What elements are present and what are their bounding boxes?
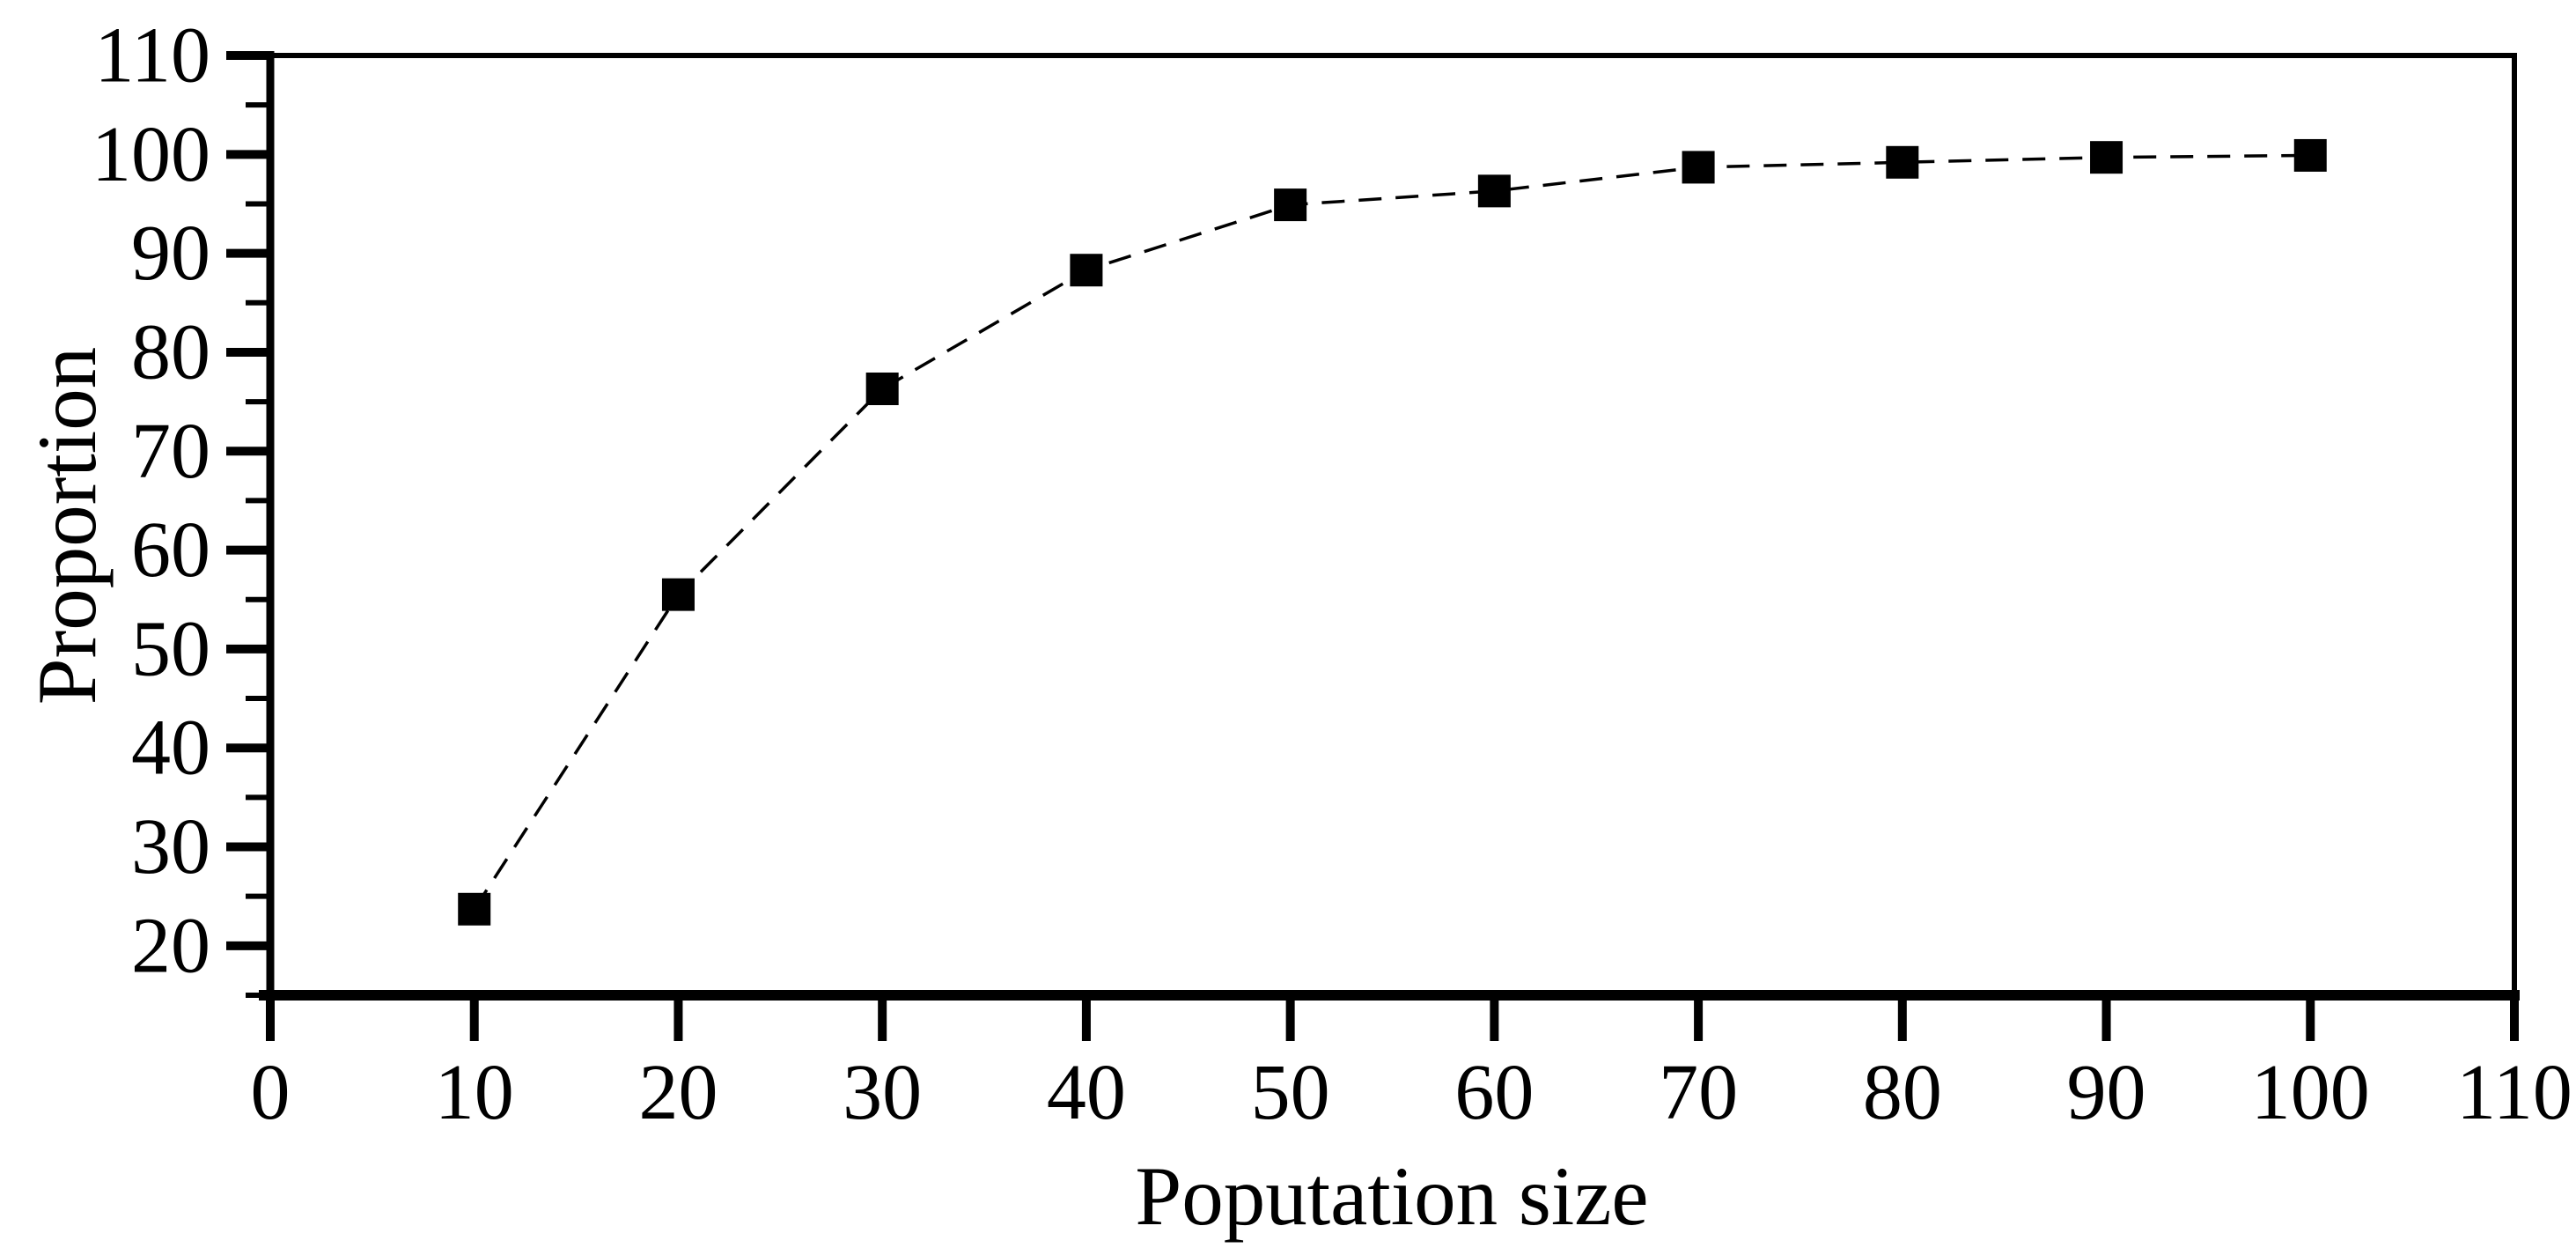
x-tick-label: 10 [435, 1049, 514, 1136]
y-tick-label: 40 [131, 705, 210, 792]
data-point-marker [1682, 151, 1715, 184]
y-tick-label: 70 [131, 408, 210, 495]
x-tick-label: 70 [1659, 1049, 1738, 1136]
x-tick-label: 100 [2251, 1049, 2370, 1136]
data-point-marker [1886, 145, 1919, 179]
x-tick-label: 90 [2067, 1049, 2146, 1136]
data-point-marker [2293, 138, 2327, 172]
y-tick-label: 30 [131, 803, 210, 890]
x-tick-label: 30 [843, 1049, 922, 1136]
data-point-marker [2090, 141, 2123, 174]
data-series [458, 138, 2327, 926]
x-tick-label: 40 [1047, 1049, 1126, 1136]
x-tick-label: 60 [1454, 1049, 1534, 1136]
y-tick-label: 110 [94, 12, 210, 100]
x-tick-label: 80 [1863, 1049, 1942, 1136]
data-point-marker [1274, 188, 1307, 222]
series-line [473, 153, 2311, 911]
y-tick-label: 80 [131, 308, 210, 395]
x-tick-label: 50 [1251, 1049, 1330, 1136]
y-tick-label: 100 [92, 111, 210, 198]
plot-area: 20 30 40 50 60 70 80 90 100 110 0 10 20 30 40 50 60 70 80 9… [92, 12, 2572, 1137]
tick-marks [226, 51, 2519, 1041]
y-axis-title: Proportion [20, 347, 114, 705]
x-axis-title: Poputation size [1135, 1149, 1648, 1243]
data-point-marker [1070, 254, 1103, 287]
y-tick-label: 50 [131, 605, 210, 692]
x-tick-label: 0 [251, 1049, 291, 1136]
y-tick-label: 90 [131, 210, 210, 297]
data-point-marker [661, 578, 695, 611]
x-tick-label: 20 [638, 1049, 718, 1136]
axis-lines [259, 51, 2520, 1022]
x-tick-label: 110 [2456, 1049, 2572, 1136]
data-point-marker [865, 373, 899, 406]
y-tick-label: 20 [131, 902, 210, 989]
data-point-marker [1477, 174, 1511, 208]
tick-labels: 20 30 40 50 60 70 80 90 100 110 0 10 20 30 40 50 60 70 80 9… [92, 12, 2572, 1137]
y-tick-label: 60 [131, 506, 210, 594]
data-point-marker [458, 892, 491, 926]
